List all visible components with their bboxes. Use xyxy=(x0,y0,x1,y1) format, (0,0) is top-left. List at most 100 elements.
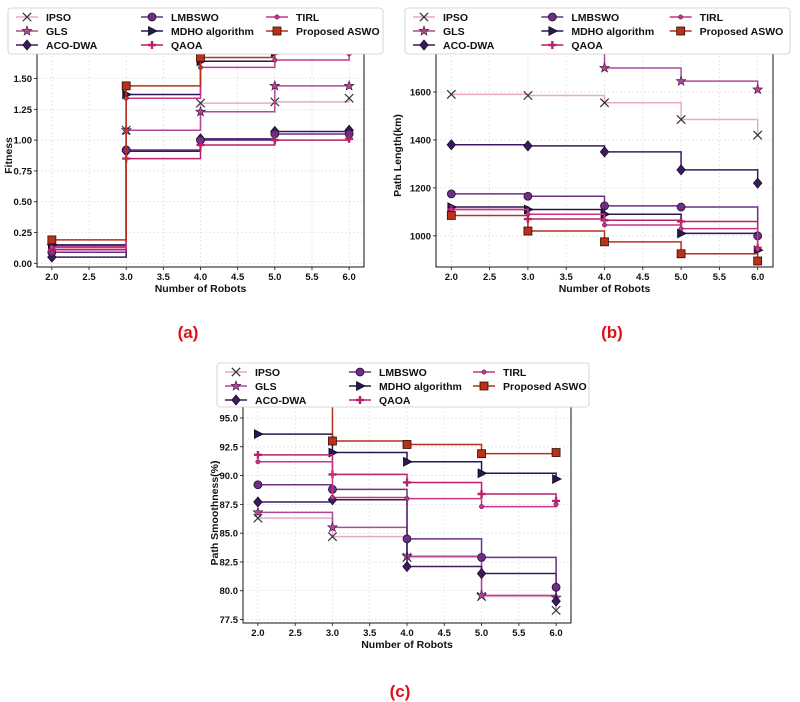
legend-label-gls: GLS xyxy=(255,381,277,393)
point-aco-dwa-3 xyxy=(476,567,487,580)
y-axis-label: Path Smoothness(%) xyxy=(209,460,221,565)
x-tick-label: 2.5 xyxy=(82,272,96,283)
legend: IPSO GLS ACO-DWA LMBSWO MDHO algorithm QAOA TI… xyxy=(216,362,590,408)
point-lmbswo-4 xyxy=(551,582,561,592)
x-tick-label: 6.0 xyxy=(751,272,764,283)
x-tick-label: 2.5 xyxy=(289,628,303,639)
legend-label-aco-dwa: ACO-DWA xyxy=(443,40,495,52)
legend-label-qaoa: QAOA xyxy=(171,40,203,52)
y-tick-label: 1200 xyxy=(410,183,431,194)
series-layer xyxy=(446,44,764,266)
legend-marker-aco-dwa xyxy=(231,394,241,406)
chart-b: 2.0 2.5 3.0 3.5 4.0 4.5 5.0 5.5 6.0 1000 1200 1400 1… xyxy=(392,7,791,342)
point-tirl-3 xyxy=(678,226,684,232)
point-ipso-1 xyxy=(523,90,533,101)
x-tick-label: 6.0 xyxy=(549,628,562,639)
point-ipso-0 xyxy=(446,89,456,99)
legend-box xyxy=(404,7,791,55)
x-tick-label: 5.5 xyxy=(713,272,727,283)
point-tirl-2 xyxy=(404,496,410,502)
point-qaoa-0 xyxy=(253,450,262,459)
legend-marker-ipso xyxy=(419,12,429,22)
x-tick-label: 3.5 xyxy=(157,272,171,283)
point-gls-1 xyxy=(326,521,339,533)
point-ipso-3 xyxy=(676,114,686,125)
legend-marker-gls xyxy=(21,25,33,36)
point-qaoa-2 xyxy=(196,141,205,150)
legend-label-lmbswo: LMBSWO xyxy=(171,12,219,24)
point-qaoa-2 xyxy=(403,478,411,487)
legend-marker-lmbswo xyxy=(547,12,557,22)
legend-marker-gls xyxy=(418,25,430,36)
point-mdho-algorithm-2 xyxy=(403,456,413,467)
legend-marker-ipso xyxy=(231,367,241,377)
x-tick-label: 4.5 xyxy=(438,628,452,639)
y-tick-label: 0.00 xyxy=(14,259,33,270)
legend-label-mdho-algorithm: MDHO algorithm xyxy=(379,381,462,393)
point-proposed-aswo-3 xyxy=(477,449,486,459)
legend-label-tirl: TIRL xyxy=(503,367,527,379)
legend-label-tirl: TIRL xyxy=(700,12,724,24)
point-proposed-aswo-0 xyxy=(446,211,456,220)
legend: IPSO GLS ACO-DWA LMBSWO MDHO algorithm QAOA TI… xyxy=(404,7,791,55)
x-tick-label: 3.0 xyxy=(120,272,133,283)
legend-label-mdho-algorithm: MDHO algorithm xyxy=(171,26,254,38)
point-proposed-aswo-0 xyxy=(47,235,57,245)
point-gls-4 xyxy=(343,80,355,91)
point-lmbswo-1 xyxy=(523,191,533,201)
legend-marker-proposed-aswo xyxy=(479,381,489,391)
legend-box xyxy=(7,7,384,55)
legend-label-proposed-aswo: Proposed ASWO xyxy=(700,26,784,38)
point-gls-2 xyxy=(598,62,611,73)
legend-label-aco-dwa: ACO-DWA xyxy=(46,40,98,52)
y-tick-label: 80.0 xyxy=(220,586,239,597)
point-gls-4 xyxy=(752,83,764,95)
legend-marker-aco-dwa xyxy=(22,39,32,51)
point-lmbswo-2 xyxy=(600,201,609,211)
point-gls-3 xyxy=(475,589,488,601)
x-tick-label: 3.5 xyxy=(560,272,574,283)
point-aco-dwa-1 xyxy=(523,140,533,152)
point-ipso-2 xyxy=(599,98,610,108)
legend-marker-ipso xyxy=(22,12,32,22)
legend-marker-qaoa xyxy=(148,41,156,49)
y-tick-label: 87.5 xyxy=(220,500,239,511)
point-aco-dwa-4 xyxy=(551,595,561,607)
point-qaoa-4 xyxy=(345,134,354,143)
point-mdho-algorithm-3 xyxy=(677,228,687,239)
x-tick-label: 3.0 xyxy=(521,272,534,283)
x-tick-label: 5.0 xyxy=(475,628,488,639)
legend-label-ipso: IPSO xyxy=(443,12,468,24)
point-tirl-3 xyxy=(479,504,484,510)
legend-label-ipso: IPSO xyxy=(46,12,71,24)
point-proposed-aswo-1 xyxy=(523,226,533,236)
caption: (c) xyxy=(390,682,411,701)
y-tick-label: 95.0 xyxy=(220,413,239,424)
point-qaoa-3 xyxy=(477,489,486,498)
x-tick-label: 4.0 xyxy=(400,628,413,639)
x-tick-label: 2.0 xyxy=(45,272,58,283)
point-ipso-4 xyxy=(753,130,763,140)
chart-c: 2.0 2.5 3.0 3.5 4.0 4.5 5.0 5.5 6.0 77.5 80.0 82.5 8… xyxy=(209,362,590,701)
legend-marker-mdho-algorithm xyxy=(148,26,158,36)
x-tick-label: 4.0 xyxy=(598,272,611,283)
point-aco-dwa-4 xyxy=(752,177,763,189)
point-proposed-aswo-3 xyxy=(676,249,686,259)
point-proposed-aswo-2 xyxy=(402,440,412,449)
point-proposed-aswo-1 xyxy=(328,436,337,446)
point-proposed-aswo-2 xyxy=(600,237,609,247)
legend-marker-mdho-algorithm xyxy=(356,381,366,391)
x-tick-label: 2.0 xyxy=(251,628,264,639)
legend-marker-lmbswo xyxy=(147,12,157,22)
point-gls-2 xyxy=(194,105,207,117)
legend-label-tirl: TIRL xyxy=(296,12,320,24)
point-lmbswo-2 xyxy=(402,534,412,544)
chart-a: 2.0 2.5 3.0 3.5 4.0 4.5 5.0 5.5 6.0 0.00 0.25 0.50 0… xyxy=(3,7,384,342)
x-tick-label: 2.5 xyxy=(483,272,497,283)
point-aco-dwa-0 xyxy=(253,496,263,508)
point-proposed-aswo-1 xyxy=(121,81,131,91)
x-tick-label: 4.5 xyxy=(636,272,650,283)
x-tick-label: 5.0 xyxy=(268,272,281,283)
y-axis-label: Path Length(km) xyxy=(392,114,404,197)
point-tirl-1 xyxy=(330,495,335,500)
